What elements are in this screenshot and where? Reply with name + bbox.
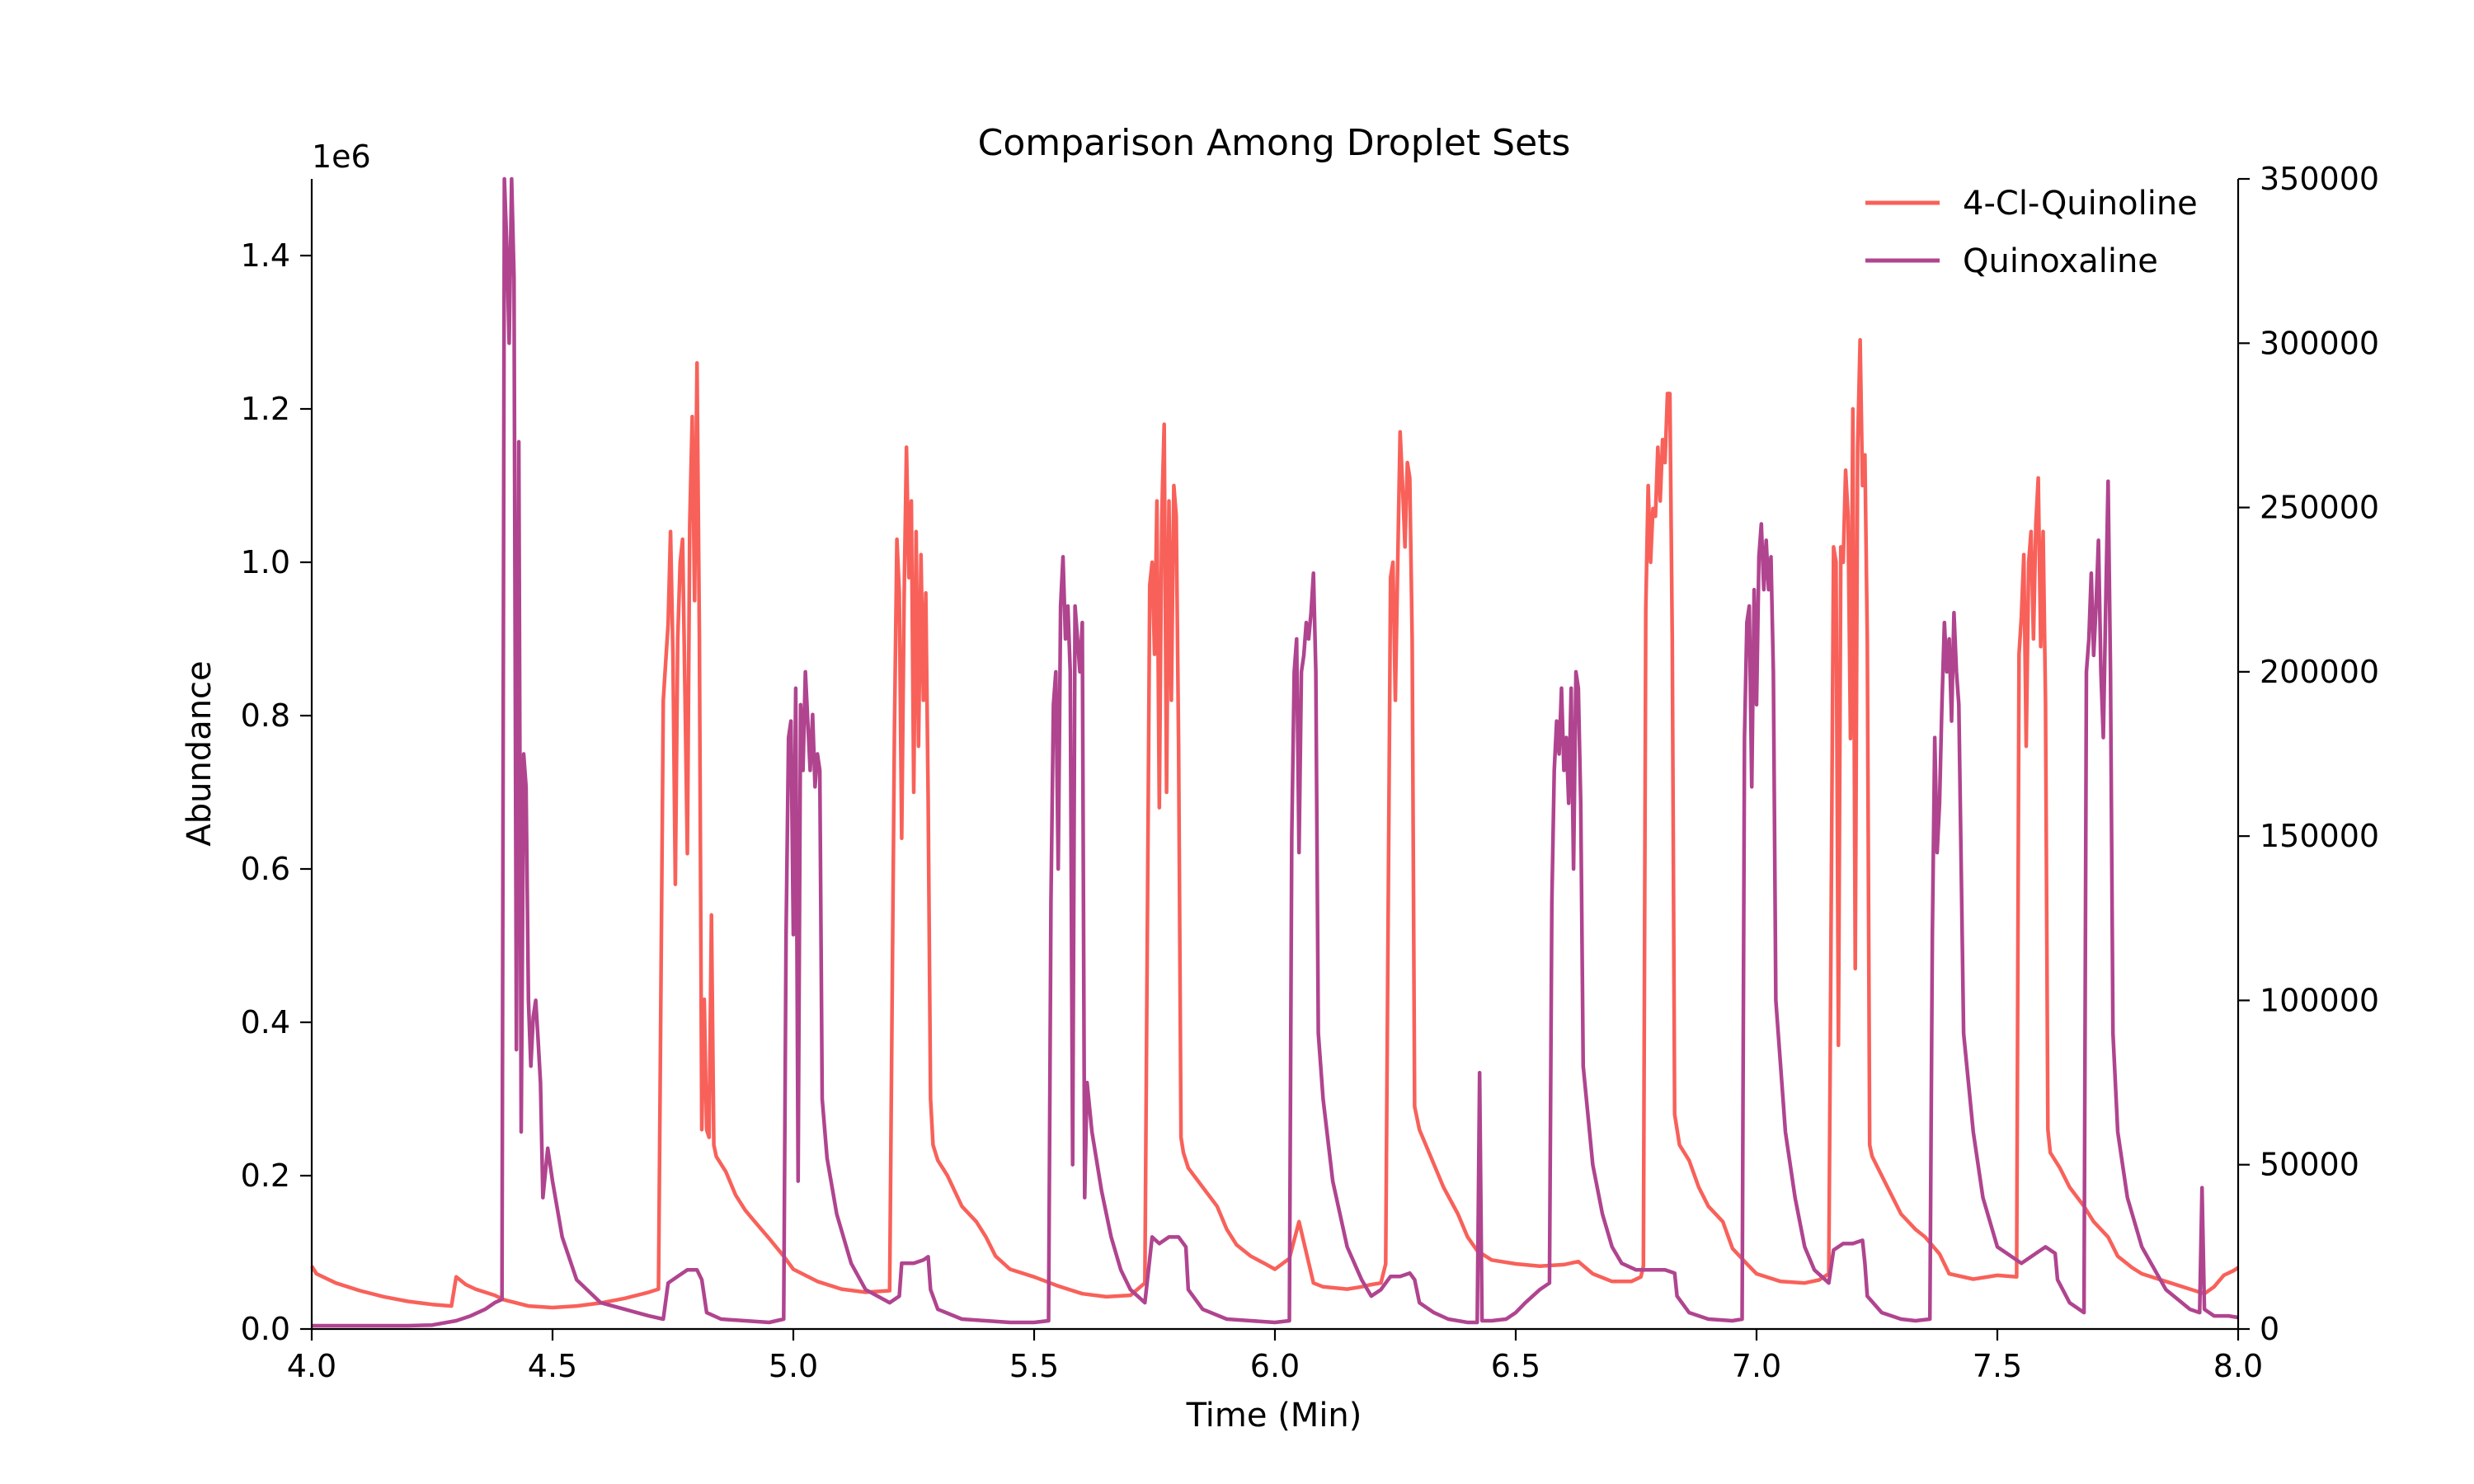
right-y-axis-ticks: 0 50000 100000 150000 200000 250000 300000 3500… xyxy=(2238,161,2379,1347)
right-y-tick-label: 200000 xyxy=(2260,654,2379,690)
right-y-tick-label: 250000 xyxy=(2260,490,2379,526)
right-y-tick-label: 300000 xyxy=(2260,325,2379,361)
left-y-tick-label: 0.6 xyxy=(241,851,290,887)
right-y-tick-label: 150000 xyxy=(2260,818,2379,854)
left-y-tick-label: 1.2 xyxy=(241,391,290,427)
x-tick-label: 5.0 xyxy=(769,1348,818,1384)
plot-area xyxy=(310,176,2240,1328)
left-y-tick-label: 0.0 xyxy=(241,1311,290,1347)
y-axis-label: Abundance xyxy=(181,660,219,846)
left-y-tick-label: 1.0 xyxy=(241,544,290,580)
x-axis-label: Time (Min) xyxy=(1186,1397,1362,1435)
right-y-tick-label: 50000 xyxy=(2260,1147,2359,1183)
x-tick-label: 5.5 xyxy=(1009,1348,1059,1384)
x-tick-label: 4.5 xyxy=(528,1348,577,1384)
left-y-tick-label: 0.4 xyxy=(241,1004,290,1040)
series-line-chloroquinoline xyxy=(310,338,2240,1310)
chart-title: Comparison Among Droplet Sets xyxy=(978,122,1571,164)
left-y-tick-label: 0.2 xyxy=(241,1158,290,1194)
left-y-axis-ticks: 0.0 0.2 0.4 0.6 0.8 1.0 1.2 1.4 xyxy=(241,237,312,1347)
left-axis-multiplier: 1e6 xyxy=(312,139,371,175)
x-tick-label: 4.0 xyxy=(287,1348,336,1384)
series-line-quinoxaline xyxy=(312,176,2239,1328)
x-axis-ticks: 4.0 4.5 5.0 5.5 6.0 6.5 7.0 7.5 8.0 xyxy=(287,1329,2263,1384)
x-tick-label: 7.0 xyxy=(1732,1348,1781,1384)
legend-label: Quinoxaline xyxy=(1963,242,2158,280)
x-tick-label: 6.5 xyxy=(1491,1348,1540,1384)
x-tick-label: 8.0 xyxy=(2213,1348,2263,1384)
left-y-tick-label: 1.4 xyxy=(241,237,290,274)
right-y-tick-label: 350000 xyxy=(2260,161,2379,197)
x-tick-label: 6.0 xyxy=(1250,1348,1300,1384)
legend-label: 4-Cl-Quinoline xyxy=(1963,185,2198,223)
x-tick-label: 7.5 xyxy=(1973,1348,2022,1384)
left-y-tick-label: 0.8 xyxy=(241,697,290,734)
right-y-tick-label: 0 xyxy=(2260,1311,2279,1347)
legend: 4-Cl-Quinoline Quinoxaline xyxy=(1865,185,2198,280)
right-y-tick-label: 100000 xyxy=(2260,982,2379,1018)
